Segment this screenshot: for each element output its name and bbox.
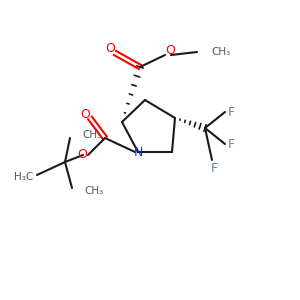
Text: F: F xyxy=(227,137,235,151)
Text: O: O xyxy=(80,109,90,122)
Text: O: O xyxy=(77,148,87,161)
Text: F: F xyxy=(210,161,218,175)
Text: N: N xyxy=(133,146,143,158)
Text: CH₃: CH₃ xyxy=(82,130,101,140)
Text: CH₃: CH₃ xyxy=(211,47,230,57)
Text: CH₃: CH₃ xyxy=(84,186,103,196)
Text: O: O xyxy=(165,44,175,58)
Text: O: O xyxy=(105,43,115,56)
Text: F: F xyxy=(227,106,235,118)
Text: H₃C: H₃C xyxy=(14,172,33,182)
